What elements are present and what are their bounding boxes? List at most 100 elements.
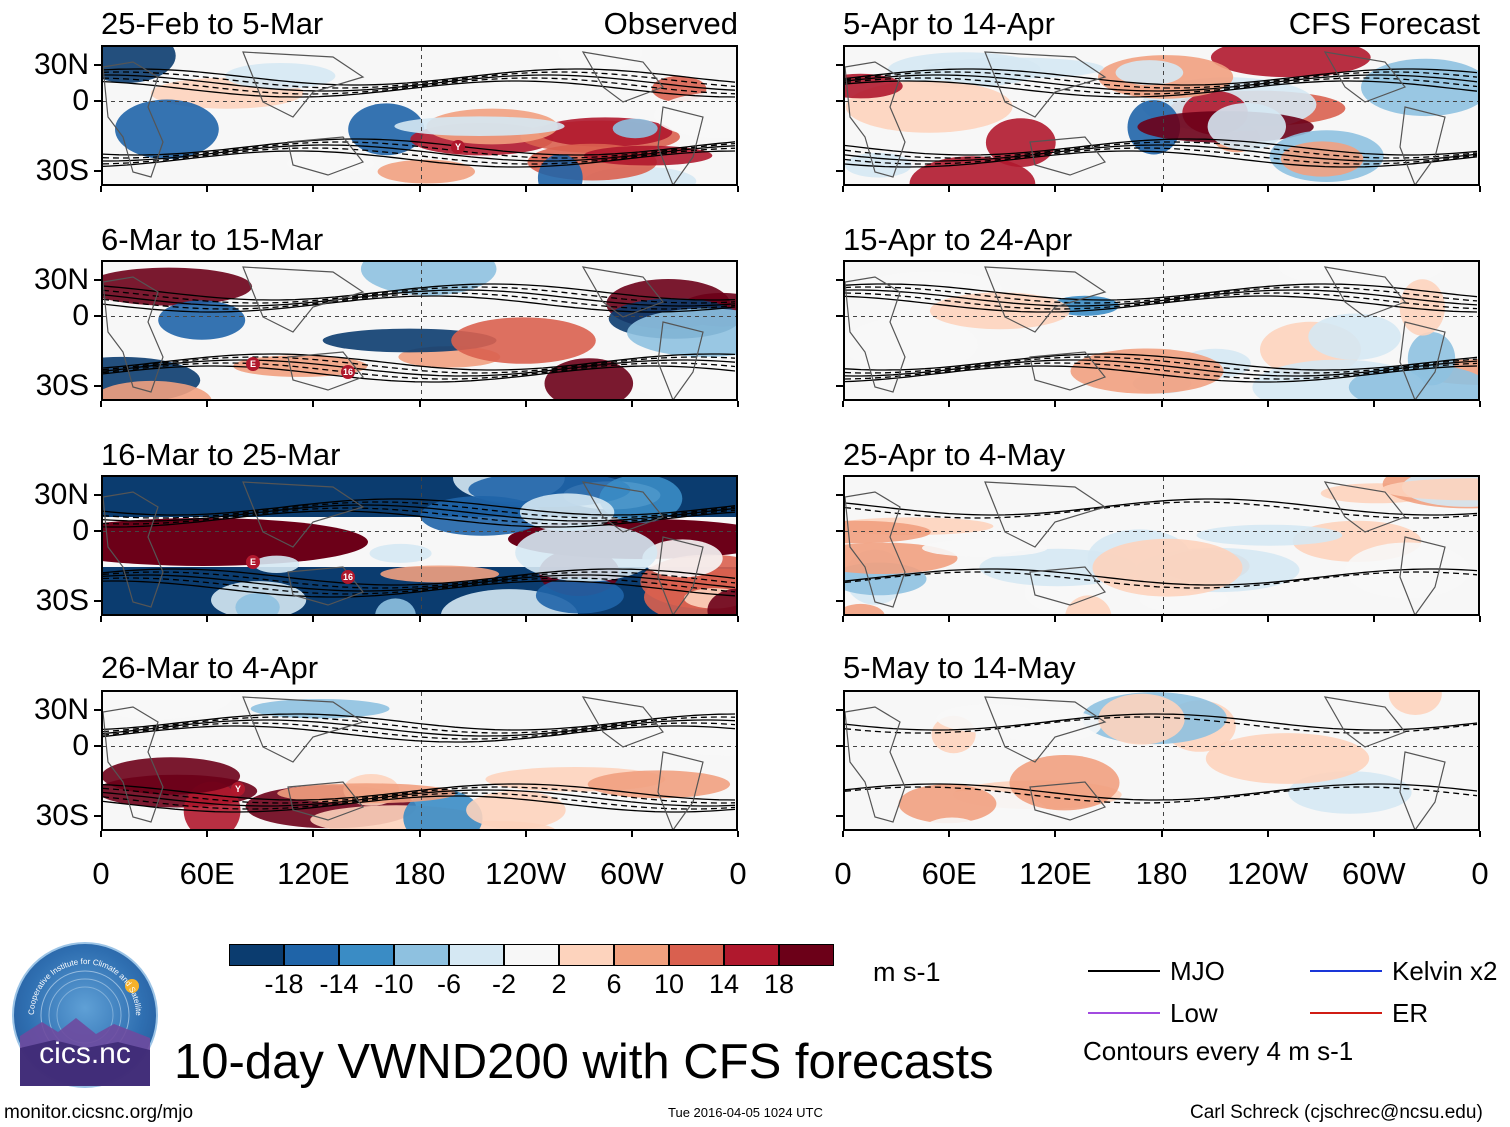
x-tick (1054, 831, 1057, 837)
cicsnc-logo: Cooperative Institute for Climate and Sa… (12, 942, 158, 1088)
figure-title: 10-day VWND200 with CFS forecasts (174, 1035, 994, 1089)
mjo-contour (845, 80, 1478, 98)
mjo-contour (103, 359, 736, 377)
mjo-contour (103, 292, 736, 310)
x-tick (842, 616, 844, 622)
mjo-contour (845, 141, 1478, 159)
field-anomaly (235, 593, 280, 614)
mjo-contour (103, 713, 736, 731)
mjo-contour (103, 580, 736, 598)
x-tick (737, 831, 739, 837)
y-tick (836, 64, 843, 66)
x-tick (100, 831, 102, 837)
y-tick-label: 30S (35, 369, 89, 402)
field-anomaly (253, 555, 300, 573)
field-anomaly (922, 539, 1048, 557)
y-tick (94, 170, 101, 172)
mjo-contour (845, 353, 1478, 371)
x-tick (312, 831, 315, 837)
x-tick (418, 831, 421, 837)
coastline (242, 51, 365, 118)
coastline (1399, 751, 1446, 829)
x-tick (948, 616, 951, 622)
mjo-contour (103, 365, 736, 383)
y-tick (836, 815, 843, 817)
mjo-contour (845, 365, 1478, 383)
field-anomaly (103, 757, 241, 795)
legend-low-label: Low (1170, 998, 1218, 1028)
coastline (1323, 481, 1406, 533)
y-tick-label: 30N (33, 478, 89, 511)
y-tick (94, 709, 101, 711)
x-tick (737, 616, 739, 622)
map-panel (843, 260, 1480, 401)
mjo-contour (103, 283, 736, 301)
svg-text:Cooperative Institute for Clim: Cooperative Institute for Climate and Sa… (14, 944, 143, 1017)
y-tick (94, 600, 101, 602)
coastline (1323, 51, 1406, 103)
legend-kelvin-line (1310, 970, 1382, 972)
y-tick (94, 745, 101, 747)
coastline (845, 61, 906, 178)
mjo-contour (103, 286, 736, 304)
y-tick (94, 530, 101, 532)
colorbar-swatch (449, 944, 504, 966)
coastline (581, 266, 664, 318)
field-anomaly (1115, 60, 1184, 86)
x-tick (1266, 401, 1269, 407)
field-anomaly (923, 817, 981, 829)
coastline (1029, 781, 1106, 821)
y-tick (836, 170, 843, 172)
map-panel (843, 690, 1480, 831)
x-tick (100, 616, 102, 622)
coastline (1399, 536, 1446, 614)
coastline (287, 781, 364, 821)
x-tick (842, 186, 844, 192)
field-anomaly (375, 598, 416, 614)
colorbar-tick-label: 6 (606, 969, 622, 999)
y-tick (836, 530, 843, 532)
x-tick (1160, 186, 1163, 192)
field-anomaly (1399, 279, 1445, 336)
x-tick (1479, 616, 1481, 622)
mjo-contour (103, 141, 736, 159)
field-anomaly (535, 577, 624, 614)
x-tick-label: 120E (1019, 856, 1092, 891)
colorbar-swatch (394, 944, 449, 966)
panel-title-right: 15-Apr to 24-Apr (843, 222, 1073, 257)
coastline (657, 536, 704, 614)
coastline (242, 266, 365, 333)
field-anomaly (158, 300, 246, 340)
field-anomaly (380, 565, 500, 583)
coastline (103, 491, 164, 608)
field-anomaly (103, 267, 253, 306)
legend-low-line (1088, 1012, 1160, 1014)
mjo-contour (845, 74, 1478, 92)
mjo-contour (845, 286, 1478, 304)
y-tick-label: 0 (72, 299, 89, 332)
field-anomaly (377, 159, 475, 184)
mjo-contour (103, 68, 736, 86)
field-anomaly (1196, 524, 1343, 546)
x-tick (630, 186, 633, 192)
mjo-contour (103, 77, 736, 95)
mjo-contour (845, 150, 1478, 168)
coastline (657, 106, 704, 184)
mjo-contour (845, 147, 1478, 165)
y-tick (94, 494, 101, 496)
mjo-contour (103, 792, 736, 810)
x-tick (206, 616, 209, 622)
mjo-contour (103, 719, 736, 737)
footer-url[interactable]: monitor.cicsnc.org/mjo (4, 1102, 194, 1123)
mjo-contour (103, 789, 736, 807)
mjo-contour (845, 283, 1478, 301)
coastline (1029, 351, 1106, 391)
map-panel (101, 475, 738, 616)
x-tick (630, 616, 633, 622)
colorbar-tick-label: 18 (763, 969, 795, 999)
field-anomaly (369, 543, 432, 563)
y-tick-label: 0 (72, 729, 89, 762)
colorbar-swatch (779, 944, 834, 966)
coastline (984, 696, 1107, 763)
map-panel (843, 475, 1480, 616)
